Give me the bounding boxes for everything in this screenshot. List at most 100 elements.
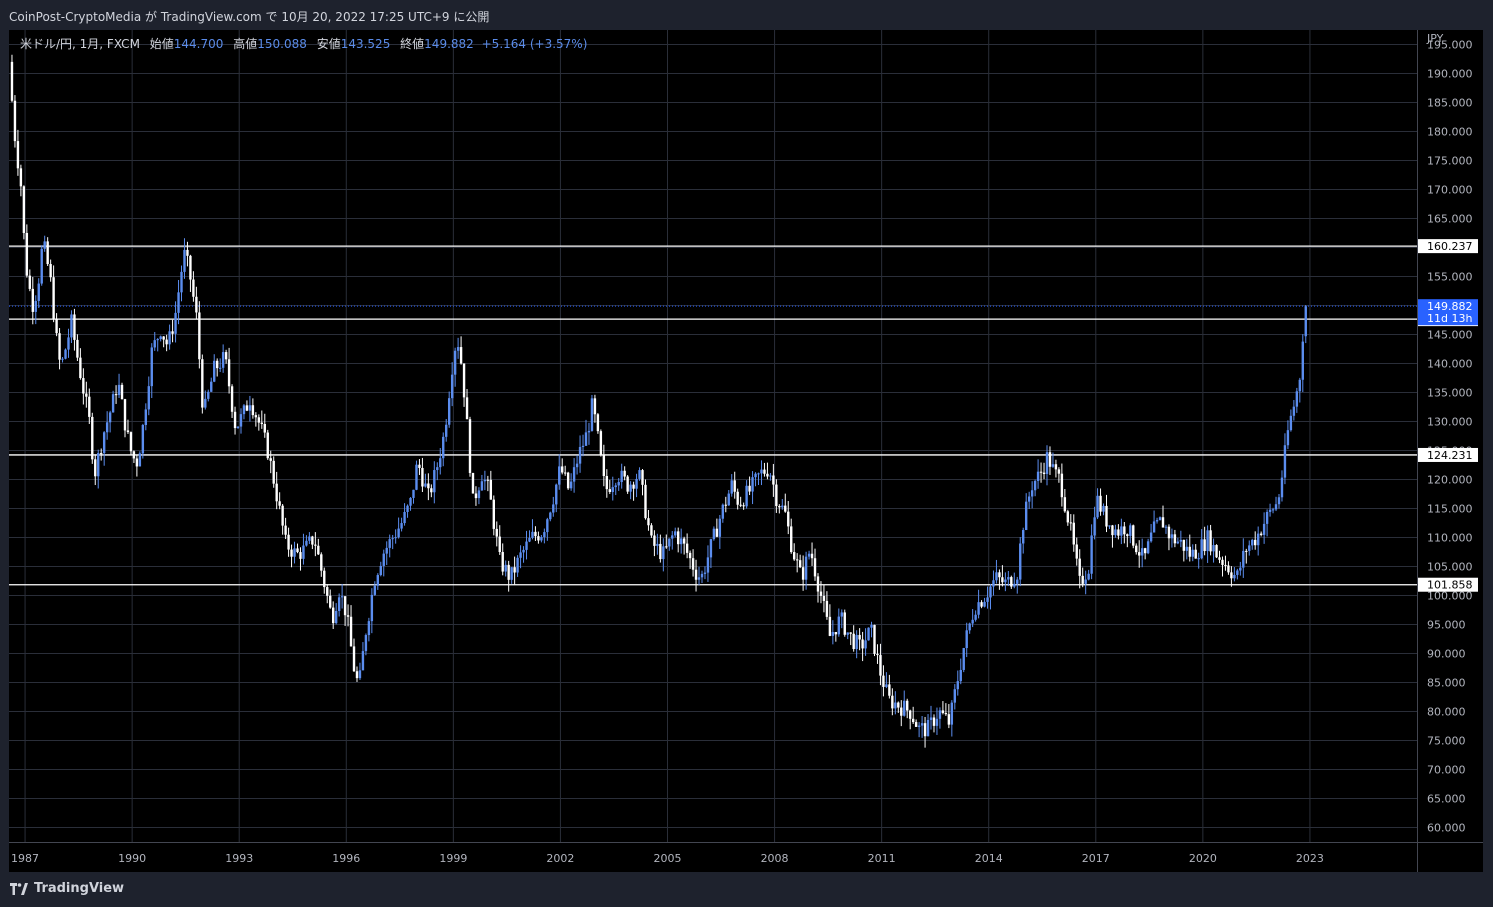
candle-body: [498, 536, 501, 553]
candle-body: [64, 349, 67, 359]
candle-body: [781, 505, 784, 508]
candle-body: [495, 528, 498, 537]
candle-body: [953, 689, 957, 703]
candle-body: [221, 352, 225, 368]
candle-body: [706, 557, 710, 573]
candle-body: [1143, 548, 1147, 554]
candle-body: [525, 541, 528, 550]
candle-body: [754, 473, 757, 478]
candle-body: [1256, 533, 1260, 546]
candle-body: [834, 632, 838, 635]
candle-body: [1093, 517, 1096, 536]
candle-body: [659, 543, 662, 560]
y-tick-label: 180.000: [1427, 126, 1473, 139]
candle-body: [1024, 501, 1028, 531]
candle-body: [784, 505, 787, 512]
candle-body: [290, 549, 293, 557]
candle-body: [867, 627, 870, 641]
candle-body: [671, 535, 674, 539]
candle-body: [281, 505, 284, 526]
candle-body: [736, 491, 739, 505]
candle-body: [537, 536, 540, 541]
candle-body: [501, 552, 504, 572]
candle-body: [947, 714, 951, 725]
candle-body: [1221, 559, 1224, 565]
candle-body: [1001, 577, 1004, 583]
candle-body: [254, 415, 258, 418]
level-badge: [1418, 577, 1478, 592]
candle-body: [1010, 577, 1013, 587]
tradingview-brand[interactable]: TradingView: [10, 881, 124, 896]
high-label: 高値: [233, 37, 258, 51]
candle-body: [1242, 550, 1245, 568]
countdown-label: 11d 13h: [1427, 312, 1472, 325]
candle-body: [445, 424, 448, 437]
candle-body: [1206, 530, 1209, 552]
candle-body: [308, 536, 311, 541]
x-tick-label: 2008: [761, 852, 789, 865]
candle-body: [971, 619, 974, 624]
candle-body: [790, 526, 793, 553]
close-value: 149.882: [424, 37, 474, 51]
candle-body: [427, 483, 430, 489]
x-tick-label: 1999: [439, 852, 467, 865]
candle-body: [879, 655, 882, 676]
candle-body: [798, 560, 802, 568]
candle-body: [373, 585, 377, 595]
candle-body: [766, 473, 769, 477]
candle-body: [855, 634, 858, 650]
candle-body: [317, 545, 320, 555]
candle-body: [1254, 539, 1257, 546]
candle-body: [272, 460, 275, 484]
candle-body: [468, 419, 472, 473]
candle-body: [959, 669, 962, 682]
y-tick-label: 120.000: [1427, 474, 1473, 487]
candle-body: [1301, 341, 1304, 380]
y-tick-label: 100.000: [1427, 590, 1473, 603]
candle-body: [1268, 509, 1272, 512]
candle-body: [245, 405, 249, 411]
candle-body: [914, 722, 918, 727]
candle-body: [210, 381, 213, 392]
candle-body: [614, 485, 617, 488]
candle-body: [897, 702, 900, 708]
candle-body: [1233, 574, 1236, 579]
candle-body: [653, 535, 656, 546]
candle-body: [337, 597, 341, 611]
x-tick-label: 1993: [225, 852, 253, 865]
y-tick-label: 155.000: [1427, 271, 1473, 284]
grid: [9, 30, 1417, 842]
candle-body: [558, 466, 561, 485]
candle-body: [831, 632, 835, 636]
candle-body: [903, 700, 906, 716]
candle-body: [117, 384, 121, 396]
close-label: 終値: [400, 37, 425, 51]
candle-body: [364, 635, 368, 652]
candle-body: [950, 702, 954, 725]
price-chart[interactable]: 60.000 65.000 70.000 75.000 80.000 85.000 90.0…: [9, 30, 1483, 872]
change-value: +5.164 (+3.57%): [481, 37, 588, 51]
chart-frame[interactable]: 60.000 65.000 70.000 75.000 80.000 85.000 90.0…: [9, 30, 1483, 872]
y-tick-label: 80.000: [1427, 706, 1466, 719]
horizontal-levels: [9, 245, 1417, 586]
candle-body: [1274, 504, 1278, 510]
candle-body: [195, 296, 198, 313]
candle-body: [480, 481, 484, 491]
candle-body: [1087, 573, 1090, 580]
candle-body: [587, 430, 591, 433]
x-tick-label: 2023: [1296, 852, 1324, 865]
x-tick-label: 1996: [332, 852, 360, 865]
candle-body: [769, 475, 772, 477]
candle-body: [593, 398, 597, 415]
candle-body: [111, 394, 115, 413]
candle-body: [1069, 522, 1072, 524]
candle-body: [477, 490, 481, 499]
candle-body: [76, 339, 79, 358]
symbol-label: 米ドル/円, 1月, FXCM: [20, 37, 140, 51]
candle-body: [965, 630, 968, 649]
candle-body: [1239, 567, 1242, 571]
candle-body: [873, 624, 876, 654]
candle-body: [296, 548, 299, 553]
x-tick-label: 2017: [1082, 852, 1110, 865]
candle-body: [1045, 452, 1049, 474]
